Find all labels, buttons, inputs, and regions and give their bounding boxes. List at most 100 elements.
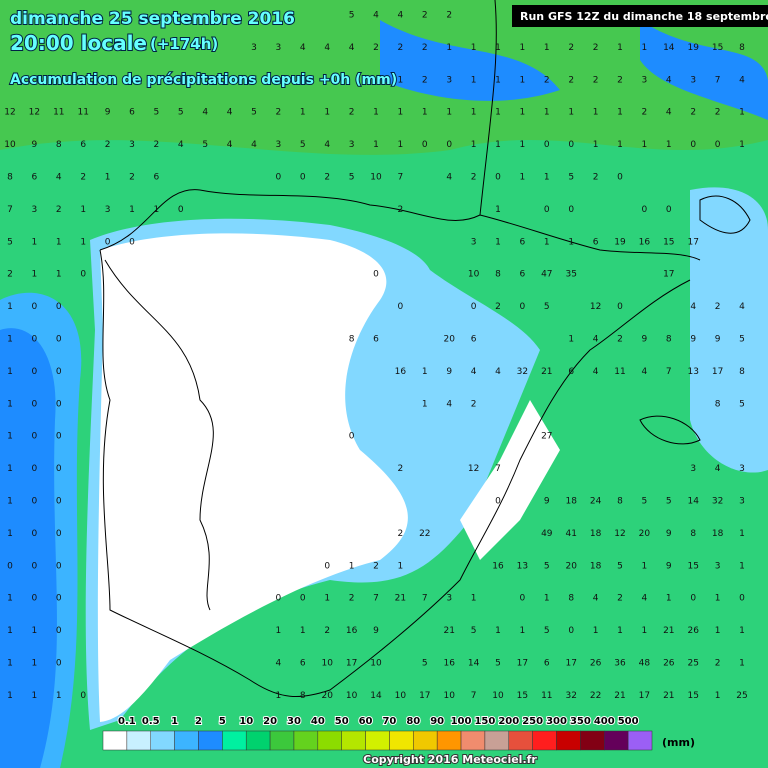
grid-value: 2 <box>349 108 355 118</box>
grid-value: 1 <box>495 43 501 53</box>
legend-swatch <box>556 730 581 751</box>
run-box <box>512 5 768 27</box>
grid-value: 6 <box>471 335 477 345</box>
grid-value: 1 <box>446 108 452 118</box>
grid-value: 0 <box>300 594 306 604</box>
grid-value: 6 <box>129 108 135 118</box>
grid-value: 1 <box>739 140 745 150</box>
grid-value: 1 <box>32 626 38 636</box>
grid-value: 1 <box>422 108 428 118</box>
grid-value: 0 <box>32 561 38 571</box>
grid-value: 0 <box>544 140 550 150</box>
grid-value: 2 <box>373 43 379 53</box>
grid-value: 1 <box>324 108 330 118</box>
grid-value: 0 <box>666 205 672 215</box>
grid-value: 1 <box>544 43 550 53</box>
legend-label: 80 <box>406 716 420 727</box>
grid-value: 1 <box>617 43 623 53</box>
copyright: Copyright 2016 Meteociel.fr <box>363 753 537 766</box>
grid-value: 0 <box>105 237 111 247</box>
grid-value: 2 <box>568 43 574 53</box>
grid-value: 1 <box>544 594 550 604</box>
grid-value: 3 <box>471 237 477 247</box>
grid-value: 35 <box>565 270 576 280</box>
grid-value: 10 <box>492 691 504 701</box>
grid-value: 0 <box>520 594 526 604</box>
grid-value: 1 <box>105 173 111 183</box>
grid-value: 4 <box>227 108 233 118</box>
grid-value: 2 <box>373 561 379 571</box>
grid-value: 1 <box>471 43 477 53</box>
grid-value: 32 <box>565 691 576 701</box>
grid-value: 10 <box>346 691 358 701</box>
legend-label: 500 <box>618 716 639 727</box>
grid-value: 1 <box>300 108 306 118</box>
grid-value: 0 <box>56 464 62 474</box>
grid-value: 4 <box>471 367 477 377</box>
grid-value: 1 <box>7 659 13 669</box>
grid-value: 5 <box>642 497 648 507</box>
grid-value: 4 <box>56 173 62 183</box>
grid-value: 1 <box>739 529 745 539</box>
grid-value: 0 <box>300 173 306 183</box>
grid-value: 12 <box>4 108 15 118</box>
grid-value: 11 <box>541 691 552 701</box>
grid-value: 1 <box>715 594 721 604</box>
grid-value: 14 <box>687 497 699 507</box>
grid-value: 8 <box>300 691 306 701</box>
grid-value: 18 <box>712 529 724 539</box>
grid-value: 0 <box>32 464 38 474</box>
grid-value: 10 <box>370 659 382 669</box>
grid-value: 4 <box>642 594 648 604</box>
grid-value: 0 <box>349 432 355 442</box>
grid-value: 0 <box>56 335 62 345</box>
grid-value: 0 <box>446 140 452 150</box>
grid-value: 17 <box>663 270 674 280</box>
grid-value: 3 <box>349 140 355 150</box>
grid-value: 20 <box>321 691 333 701</box>
grid-value: 21 <box>443 626 454 636</box>
grid-value: 4 <box>300 43 306 53</box>
grid-value: 2 <box>617 594 623 604</box>
grid-value: 1 <box>56 691 62 701</box>
grid-value: 1 <box>7 497 13 507</box>
grid-value: 2 <box>715 108 721 118</box>
legend-label: 20 <box>263 716 277 727</box>
grid-value: 2 <box>56 205 62 215</box>
legend-swatch <box>484 730 510 751</box>
grid-value: 0 <box>422 140 428 150</box>
grid-value: 1 <box>7 399 13 409</box>
grid-value: 15 <box>687 691 698 701</box>
grid-value: 0 <box>398 302 404 312</box>
land-no-precip <box>460 400 560 560</box>
grid-value: 2 <box>593 173 599 183</box>
grid-value: 0 <box>739 594 745 604</box>
grid-value: 0 <box>56 594 62 604</box>
legend-swatch <box>365 730 390 751</box>
legend-label: 1 <box>171 716 178 727</box>
grid-value: 6 <box>300 659 306 669</box>
grid-value: 9 <box>666 529 672 539</box>
grid-value: 1 <box>80 205 86 215</box>
run-info: Run GFS 12Z du dimanche 18 septembre 201… <box>520 10 768 23</box>
grid-value: 7 <box>373 594 379 604</box>
grid-value: 6 <box>593 237 599 247</box>
precip-area <box>690 187 768 473</box>
grid-value: 20 <box>639 529 651 539</box>
grid-value: 2 <box>422 11 428 21</box>
grid-value: 1 <box>495 237 501 247</box>
legend-swatch <box>269 730 295 751</box>
grid-value: 0 <box>56 367 62 377</box>
grid-value: 12 <box>614 529 625 539</box>
grid-value: 0 <box>32 594 38 604</box>
grid-value: 9 <box>666 561 672 571</box>
grid-value: 17 <box>565 659 576 669</box>
grid-value: 9 <box>642 335 648 345</box>
legend-unit: (mm) <box>662 736 695 749</box>
grid-value: 32 <box>517 367 528 377</box>
legend-swatch <box>341 730 366 751</box>
grid-value: 0 <box>495 497 501 507</box>
grid-value: 1 <box>276 626 282 636</box>
legend-swatch <box>245 730 271 751</box>
grid-value: 4 <box>202 108 208 118</box>
